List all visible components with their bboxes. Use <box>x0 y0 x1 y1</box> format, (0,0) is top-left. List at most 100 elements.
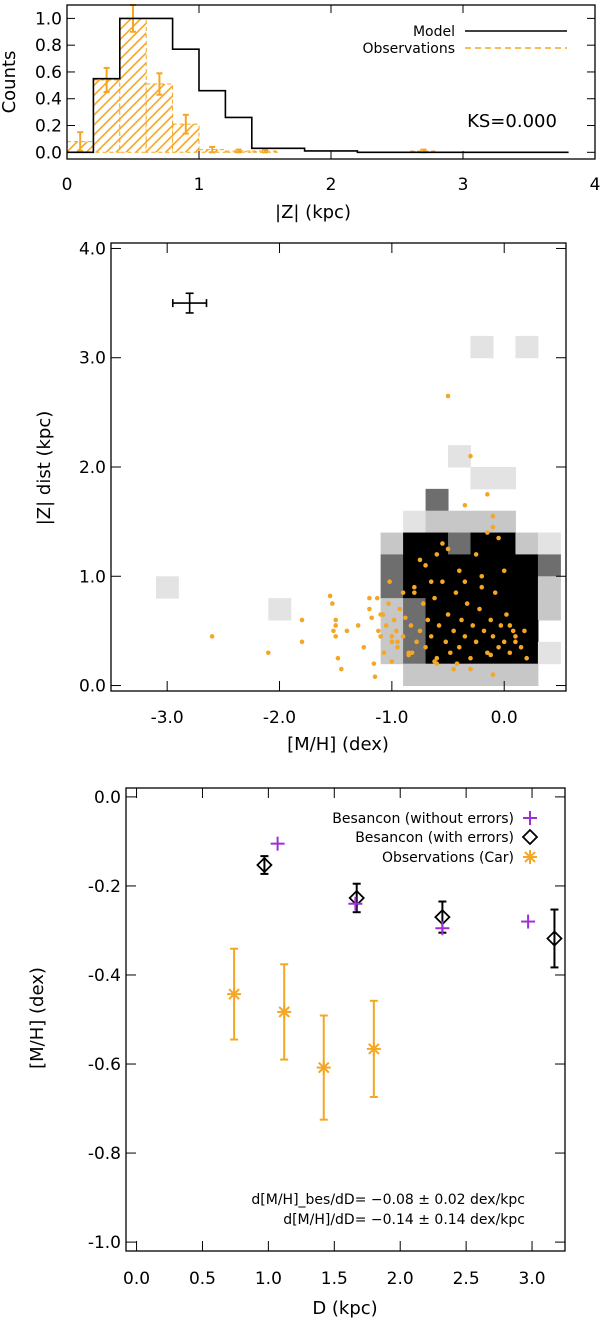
heatmap-cell <box>403 663 427 687</box>
heatmap-cell <box>268 598 292 621</box>
gradient-annotation-besancon: d[M/H]_bes/dD= −0.08 ± 0.02 dex/kpc <box>251 1192 525 1208</box>
x-tick-label: 1 <box>194 175 205 195</box>
observation-point <box>335 655 341 661</box>
x-tick-label: 0.0 <box>123 1269 150 1289</box>
y-tick-label: 0.4 <box>35 90 62 110</box>
y-tick-label: 0.0 <box>79 677 106 697</box>
heatmap-cell <box>448 554 472 577</box>
observation-point <box>507 623 513 628</box>
observation-point <box>454 661 460 666</box>
heatmap-cell <box>403 532 427 555</box>
y-tick-label: 0.6 <box>35 63 62 83</box>
heatmap-cell <box>380 532 404 555</box>
y-tick-label: 1.0 <box>35 9 62 29</box>
y-tick-label: 4.0 <box>79 239 106 259</box>
observation-point <box>473 639 479 645</box>
y-tick-label: 1.0 <box>79 567 106 587</box>
observation-point <box>488 617 494 623</box>
heatmap-cell <box>492 532 516 555</box>
besancon-diamond <box>546 930 563 947</box>
legend-marker-diamond <box>521 828 539 846</box>
observation-point <box>462 502 468 508</box>
observation-point <box>361 644 367 650</box>
observation-point <box>386 601 391 606</box>
y-tick-label: -0.8 <box>88 1144 121 1164</box>
heatmap-cell <box>425 488 449 512</box>
observation-point <box>371 661 377 666</box>
y-tick-label: -1.0 <box>88 1233 121 1253</box>
observation-point <box>395 644 400 650</box>
heatmap-cell <box>492 576 516 599</box>
heatmap-cell <box>492 641 516 665</box>
observation-point <box>490 634 496 639</box>
y-tick-label: 0.0 <box>94 788 121 808</box>
observation-point <box>485 530 490 535</box>
x-tick-label: 3 <box>458 175 469 195</box>
observation-point <box>265 650 271 656</box>
besancon-diamond <box>256 856 273 874</box>
observation-point <box>445 546 451 552</box>
observation-point <box>327 593 333 599</box>
observation-point <box>477 606 482 612</box>
observation-point <box>468 655 473 661</box>
heatmap-cell <box>403 554 427 577</box>
legend-marker-asterisk <box>524 851 536 863</box>
heatmap-cell <box>425 554 449 577</box>
observation-point <box>394 628 399 634</box>
observation-point <box>507 650 513 656</box>
heatmap-cell <box>515 576 539 599</box>
observation-point <box>492 590 498 595</box>
heatmap-cell <box>403 619 427 643</box>
observation-point <box>428 634 434 639</box>
observation-point <box>504 612 509 617</box>
observation-point <box>299 639 305 645</box>
histogram-y-label: Counts <box>0 51 20 114</box>
histogram-x-label: |Z| (kpc) <box>275 202 351 223</box>
gradient-panel: 0.0 0.5 1.0 1.5 2.0 2.5 3.0 0.0 -0.2 -0.4 -0.6 -0.… <box>27 787 566 1319</box>
heatmap-cell <box>492 554 516 577</box>
gradient-x-label: D (kpc) <box>312 1298 377 1319</box>
observation-point <box>436 623 442 628</box>
observation-point <box>468 453 473 459</box>
observation-point <box>462 634 468 639</box>
heatmap-cell <box>515 598 539 621</box>
observation-point <box>464 601 470 606</box>
heatmap-cell <box>470 335 494 359</box>
gradient-plot-frame <box>125 787 566 1252</box>
heatmap-cell <box>470 554 494 577</box>
legend-label-observations: Observations <box>362 41 455 57</box>
y-tick-label: -0.6 <box>88 1055 121 1075</box>
observation-point <box>470 623 476 628</box>
observation-point <box>333 634 338 639</box>
heatmap-cell <box>515 663 539 687</box>
observation-point <box>425 617 431 623</box>
observation-point <box>490 524 496 530</box>
heatmap-cell <box>425 619 449 643</box>
y-tick-label: 0.8 <box>35 36 62 56</box>
observation-point <box>391 617 397 623</box>
observation-point <box>299 617 305 623</box>
heatmap-cell <box>448 445 472 468</box>
heatmap-cell <box>448 532 472 555</box>
observation-point <box>488 652 494 658</box>
observation-point <box>510 628 516 634</box>
observation-point <box>490 672 496 677</box>
heatmap-cell <box>425 576 449 599</box>
observation-point <box>378 634 383 639</box>
x-tick-label: 0.5 <box>189 1269 216 1289</box>
y-tick-label: 2.0 <box>79 458 106 478</box>
observation-point <box>490 513 496 519</box>
observation-point <box>374 595 380 601</box>
heatmap-cell <box>492 467 516 490</box>
observation-point <box>459 617 464 623</box>
metallicity-height-panel: -3.0 -2.0 -1.0 0.0 0.0 1.0 2.0 3.0 4.0 [M/H] (d… <box>34 239 567 755</box>
observation-point <box>421 601 426 606</box>
legend-label-besancon-no-errors: Besancon (without errors) <box>332 811 514 827</box>
heatmap-cell <box>380 554 404 577</box>
heatmap-cell <box>492 663 516 687</box>
observation-point <box>468 666 473 672</box>
y-tick-label: -0.4 <box>88 966 121 986</box>
x-tick-label: 1.5 <box>321 1269 348 1289</box>
observation-point <box>462 579 468 585</box>
heatmap-cell <box>515 554 539 577</box>
